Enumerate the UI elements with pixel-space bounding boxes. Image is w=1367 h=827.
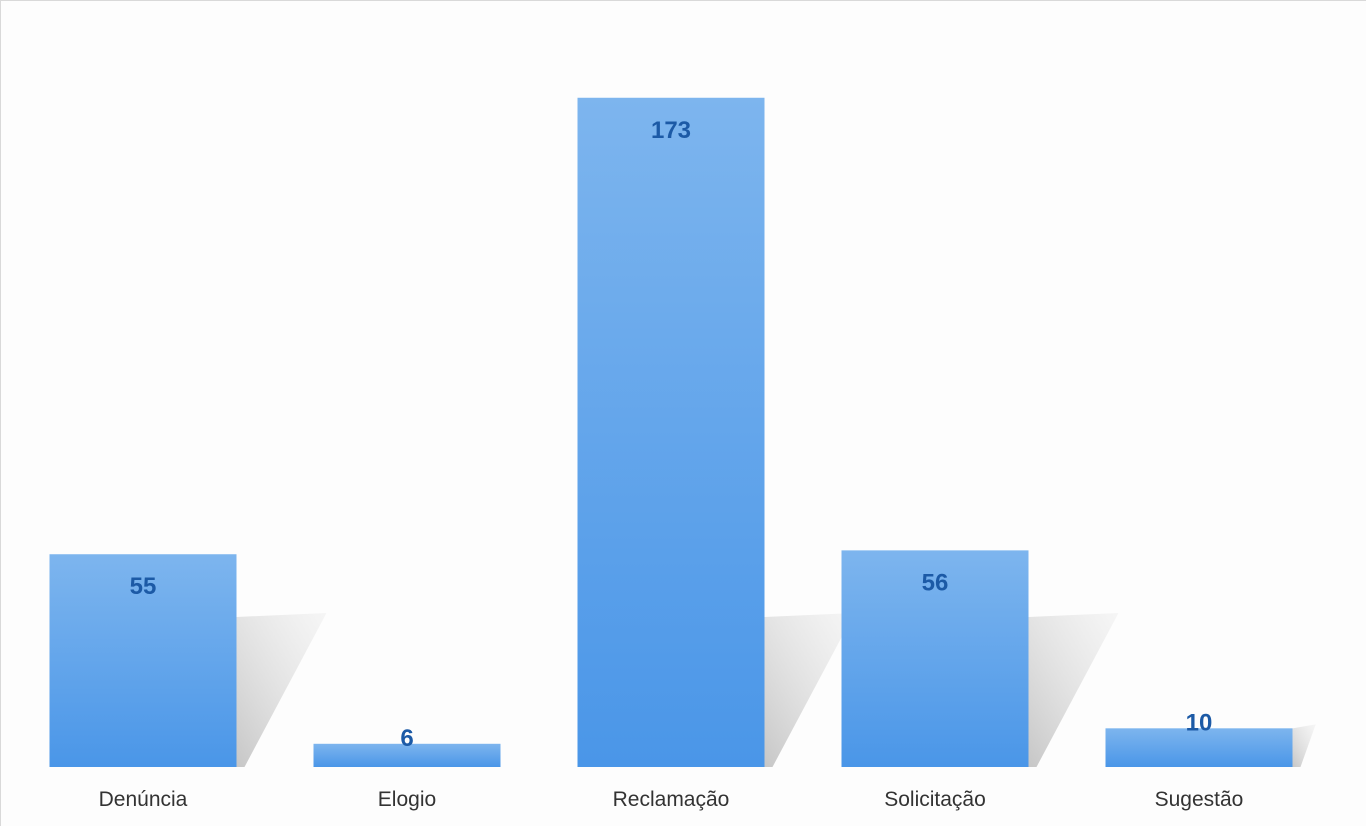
category-label-solicitacao: Solicitação bbox=[884, 788, 986, 811]
category-label-sugestao: Sugestão bbox=[1155, 788, 1244, 811]
bar-shadow-sugestao bbox=[1292, 724, 1316, 767]
bar-shadow-denuncia bbox=[236, 613, 327, 767]
bar-denuncia[interactable] bbox=[49, 554, 237, 767]
category-label-reclamacao: Reclamação bbox=[613, 788, 730, 811]
category-labels: Denúncia Elogio Reclamação Solicitação Suges… bbox=[99, 788, 1244, 811]
value-label-elogio: 6 bbox=[400, 725, 413, 752]
bar-shadow-solicitacao bbox=[1028, 613, 1119, 767]
value-label-sugestao: 10 bbox=[1186, 709, 1213, 736]
value-label-solicitacao: 56 bbox=[922, 569, 949, 596]
bar-shadows bbox=[236, 613, 1316, 767]
bar-shadow-reclamacao bbox=[764, 613, 855, 767]
value-labels: 55 6 173 56 10 bbox=[130, 117, 1213, 752]
category-label-denuncia: Denúncia bbox=[99, 788, 188, 811]
bar-sugestao[interactable] bbox=[1105, 728, 1293, 767]
bar-solicitacao[interactable] bbox=[841, 550, 1029, 767]
category-label-elogio: Elogio bbox=[378, 788, 436, 811]
value-label-denuncia: 55 bbox=[130, 573, 157, 600]
bar-reclamacao[interactable] bbox=[577, 97, 765, 767]
bar-elogio[interactable] bbox=[313, 743, 501, 767]
value-label-reclamacao: 173 bbox=[651, 117, 691, 144]
bars bbox=[49, 97, 1293, 767]
